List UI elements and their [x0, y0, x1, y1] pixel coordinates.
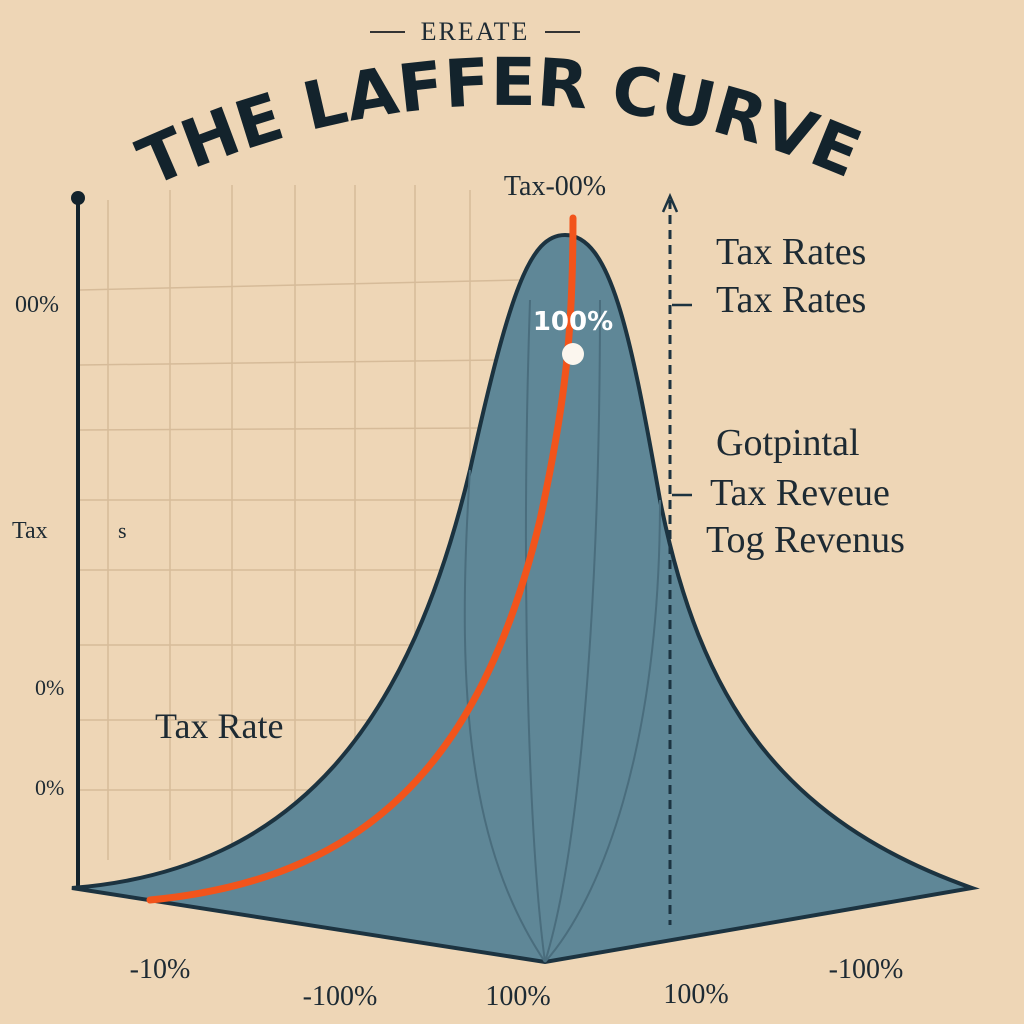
surface-ribs [463, 299, 661, 963]
y-label: Tax [12, 518, 48, 544]
x-label: -100% [303, 981, 378, 1012]
right-label: Tog Revenus [706, 519, 905, 561]
y-label: 00% [15, 292, 59, 318]
right-label: Gotpintal [716, 422, 860, 464]
y-label: s [118, 518, 127, 543]
x-label: -10% [130, 954, 191, 985]
peak-marker: 100% [533, 307, 613, 337]
x-label: -100% [829, 954, 904, 985]
right-label: Tax Rates [716, 231, 866, 273]
inner-label: Tax Rate [155, 706, 283, 746]
peak-label: Tax-00% [504, 171, 606, 202]
y-label: 0% [35, 675, 64, 700]
axis-dot [71, 191, 85, 205]
x-label: 100% [485, 981, 550, 1012]
right-label: Tax Rates [716, 279, 866, 321]
curve-surface [71, 232, 980, 965]
x-label: 100% [663, 979, 728, 1010]
y-label: 0% [35, 775, 64, 800]
right-label: Tax Reveue [710, 472, 890, 514]
kicker: EREATE [421, 17, 530, 46]
arrow-head [661, 192, 679, 213]
peak-dot [562, 343, 584, 365]
revenue-curve [146, 214, 577, 904]
